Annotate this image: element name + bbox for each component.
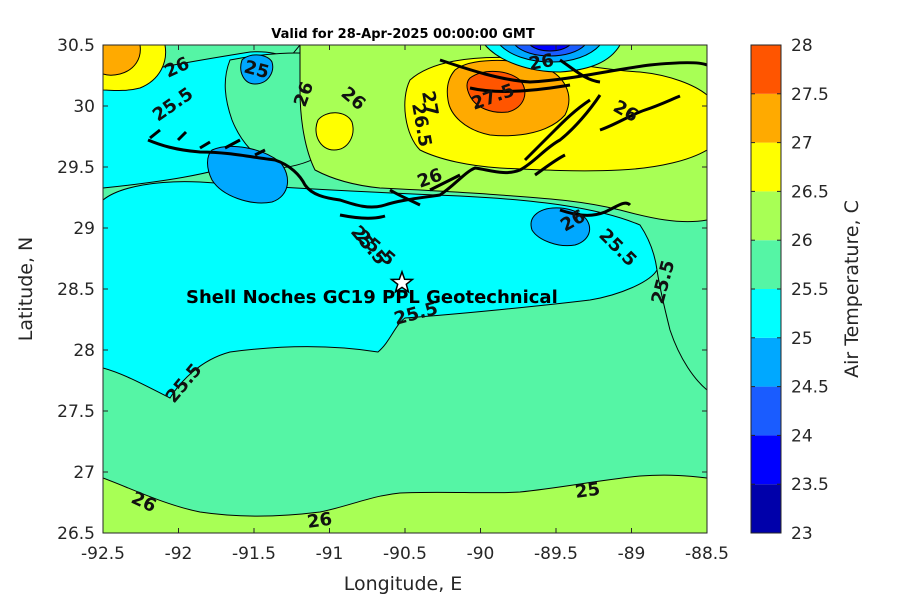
y-axis-label: Latitude, N (15, 237, 37, 342)
map-axes (103, 45, 707, 533)
y-tick-label: 29 (73, 219, 95, 239)
contour-25_5-east (656, 269, 707, 391)
colorbar-tick-label: 25.5 (791, 280, 829, 300)
x-tick-label: -92 (165, 544, 193, 564)
y-tick-label: 30 (73, 97, 95, 117)
colorbar-tick-label: 26 (791, 231, 813, 251)
x-tick-label: -88.5 (685, 544, 729, 564)
x-tick-label: -91 (316, 544, 344, 564)
y-tick-label: 28 (73, 341, 95, 361)
colorbar-tick-label: 23.5 (791, 475, 829, 495)
x-tick-label: -90 (467, 544, 495, 564)
x-axis-ticks: -92.5 -92 -91.5 -91 -90.5 -90 -89.5 -89 -88.5 (81, 45, 729, 564)
colorbar-tick-label: 25 (791, 329, 813, 349)
colorbar-segment (751, 289, 781, 338)
site: Shell Noches GC19 PPL Geotechnical (186, 269, 558, 308)
contour-label: 27 (417, 89, 442, 117)
coastline (147, 58, 707, 220)
x-tick-label: -91.5 (232, 544, 276, 564)
y-tick-label: 26.5 (57, 524, 95, 544)
contour-label: 25 (574, 479, 602, 503)
colorbar-tick-label: 28 (791, 36, 813, 56)
colorbar-ticks: 23 23.5 24 24.5 25 25.5 26 26.5 27 27.5 28 (751, 36, 829, 544)
colorbar (751, 45, 781, 533)
colorbar-tick-label: 24.5 (791, 378, 829, 398)
colorbar-tick-label: 23 (791, 524, 813, 544)
contour-label: 26 (527, 50, 555, 75)
colorbar-tick-label: 26.5 (791, 182, 829, 202)
field-pool-blue-e (530, 207, 591, 247)
field-pool-blue-nw (240, 54, 274, 85)
x-tick-label: -89 (618, 544, 646, 564)
y-tick-label: 28.5 (57, 280, 95, 300)
colorbar-segment (751, 386, 781, 436)
colorbar-tick-label: 24 (791, 426, 813, 446)
y-tick-label: 30.5 (57, 36, 95, 56)
colorbar-segment (751, 45, 781, 94)
colorbar-tick-label: 27.5 (791, 85, 829, 105)
colorbar-segment (751, 240, 781, 289)
colorbar-segment (751, 142, 781, 192)
colorbar-segment (751, 191, 781, 241)
site-label: Shell Noches GC19 PPL Geotechnical (186, 287, 558, 308)
x-axis-label: Longitude, E (344, 573, 463, 595)
colorbar-segment (751, 484, 781, 533)
y-tick-label: 27.5 (57, 402, 95, 422)
figure-title: Valid for 28-Apr-2025 00:00:00 GMT (271, 27, 535, 42)
field-yellow-blob (315, 112, 354, 151)
y-axis-ticks: 26.5 27 27.5 28 28.5 29 29.5 30 30.5 (57, 36, 707, 544)
colorbar-label: Air Temperature, C (841, 200, 863, 378)
field-nw-orange (103, 45, 141, 76)
colorbar-segment (751, 93, 781, 143)
colorbar-tick-label: 27 (791, 134, 813, 154)
field-cold-top-core (529, 45, 571, 52)
colorbar-segment (751, 435, 781, 485)
y-tick-label: 29.5 (57, 158, 95, 178)
x-tick-label: -89.5 (534, 544, 578, 564)
x-tick-label: -90.5 (383, 544, 427, 564)
y-tick-label: 27 (73, 463, 95, 483)
site-star-icon (389, 269, 415, 294)
field-26-south (103, 474, 707, 533)
colorbar-segment (751, 337, 781, 387)
x-tick-label: -92.5 (81, 544, 125, 564)
contour-label: 26 (306, 509, 334, 533)
